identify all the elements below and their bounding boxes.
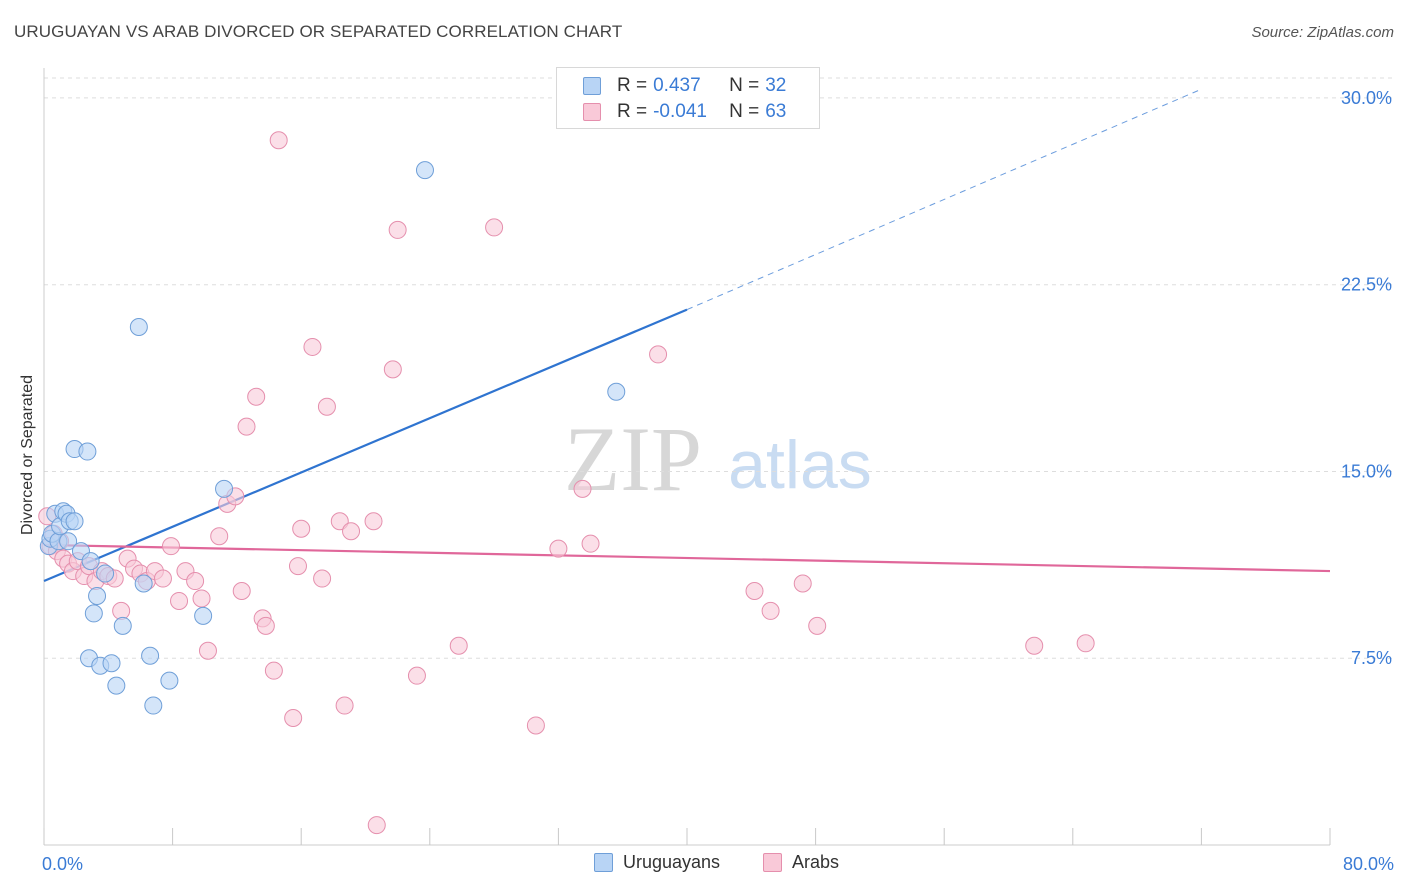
point-uruguayans — [84, 604, 103, 623]
bottom-legend-swatch-arabs — [763, 853, 782, 872]
correlation-legend: R = 0.437 N = 32 R = -0.041 N = 63 — [556, 67, 820, 129]
point-arabs — [247, 387, 266, 406]
point-uruguayans — [215, 479, 234, 498]
point-arabs — [573, 479, 592, 498]
point-arabs — [549, 539, 568, 558]
bottom-legend-label-arabs: Arabs — [792, 852, 840, 872]
point-arabs — [367, 816, 386, 835]
legend-n-label: N = — [729, 101, 760, 122]
point-arabs — [232, 581, 251, 600]
trend-line-uruguayans — [43, 308, 688, 583]
legend-swatch-arabs — [583, 103, 601, 121]
point-uruguayans — [129, 318, 148, 337]
bottom-legend-label-uruguayans: Uruguayans — [623, 852, 721, 872]
data-points — [38, 131, 1095, 835]
legend-row-uruguayans: R = 0.437 N = 32 — [583, 74, 786, 98]
point-uruguayans — [141, 646, 160, 665]
legend-swatch-uruguayans — [583, 77, 601, 95]
point-arabs — [330, 512, 349, 531]
point-arabs — [112, 601, 131, 620]
point-arabs — [170, 591, 189, 610]
grid-lines — [44, 77, 1392, 659]
point-arabs — [192, 589, 211, 608]
point-arabs — [186, 572, 205, 591]
trend-lines — [43, 88, 1331, 583]
point-uruguayans — [113, 616, 132, 635]
legend-n-value: 63 — [765, 101, 787, 122]
point-uruguayans — [59, 532, 78, 551]
point-arabs — [761, 601, 780, 620]
bottom-legend-uruguayans: Uruguayans — [594, 852, 720, 873]
point-arabs — [292, 519, 311, 538]
point-uruguayans — [102, 654, 121, 673]
point-arabs — [269, 131, 288, 150]
bottom-legend-arabs: Arabs — [763, 852, 839, 873]
point-arabs — [237, 417, 256, 436]
point-uruguayans — [88, 586, 107, 605]
point-uruguayans — [107, 676, 126, 695]
point-uruguayans — [415, 161, 434, 180]
legend-n-label: N = — [729, 75, 760, 96]
y-tick-label: 15.0% — [1341, 461, 1392, 481]
point-arabs — [383, 360, 402, 379]
point-arabs — [161, 537, 180, 556]
point-arabs — [1076, 634, 1095, 653]
point-arabs — [526, 716, 545, 735]
watermark: ZIP atlas — [564, 408, 872, 510]
legend-r-value: 0.437 — [653, 75, 701, 96]
point-arabs — [317, 397, 336, 416]
point-uruguayans — [607, 382, 626, 401]
chart-title: URUGUAYAN VS ARAB DIVORCED OR SEPARATED … — [14, 22, 623, 41]
point-arabs — [1025, 636, 1044, 655]
x-tick-label: 80.0% — [1343, 854, 1394, 874]
legend-row-arabs: R = -0.041 N = 63 — [583, 100, 786, 124]
point-arabs — [485, 218, 504, 237]
legend-n-value: 32 — [765, 75, 787, 96]
point-uruguayans — [78, 442, 97, 461]
point-arabs — [364, 512, 383, 531]
point-arabs — [745, 581, 764, 600]
y-tick-label: 22.5% — [1341, 275, 1392, 295]
point-arabs — [153, 569, 172, 588]
trend-line-uruguayans-extension — [686, 88, 1202, 311]
legend-r-label: R = — [617, 75, 648, 96]
point-arabs — [303, 337, 322, 356]
tick-labels: 7.5% 15.0% 22.5% 30.0% 0.0% 80.0% — [42, 88, 1394, 874]
y-tick-label: 7.5% — [1351, 648, 1392, 668]
point-uruguayans — [65, 512, 84, 531]
point-uruguayans — [96, 564, 115, 583]
point-arabs — [256, 616, 275, 635]
point-arabs — [284, 708, 303, 727]
trend-line-arabs — [43, 543, 1331, 573]
point-arabs — [210, 527, 229, 546]
axes — [43, 68, 1331, 846]
point-uruguayans — [194, 606, 213, 625]
point-arabs — [808, 616, 827, 635]
point-arabs — [313, 569, 332, 588]
legend-r-value: -0.041 — [653, 101, 707, 122]
point-arabs — [649, 345, 668, 364]
point-arabs — [264, 661, 283, 680]
point-uruguayans — [144, 696, 163, 715]
source-label: Source: ZipAtlas.com — [1251, 24, 1394, 41]
point-arabs — [335, 696, 354, 715]
point-arabs — [342, 522, 361, 541]
point-arabs — [388, 220, 407, 239]
point-arabs — [198, 641, 217, 660]
point-arabs — [449, 636, 468, 655]
x-tick-label: 0.0% — [42, 854, 83, 874]
point-arabs — [288, 557, 307, 576]
y-tick-label: 30.0% — [1341, 88, 1392, 108]
watermark-atlas: atlas — [728, 427, 872, 503]
legend-r-label: R = — [617, 101, 648, 122]
bottom-legend-swatch-uruguayans — [594, 853, 613, 872]
point-uruguayans — [81, 552, 100, 571]
point-uruguayans — [134, 574, 153, 593]
point-arabs — [407, 666, 426, 685]
point-arabs — [581, 534, 600, 553]
point-uruguayans — [160, 671, 179, 690]
point-arabs — [793, 574, 812, 593]
